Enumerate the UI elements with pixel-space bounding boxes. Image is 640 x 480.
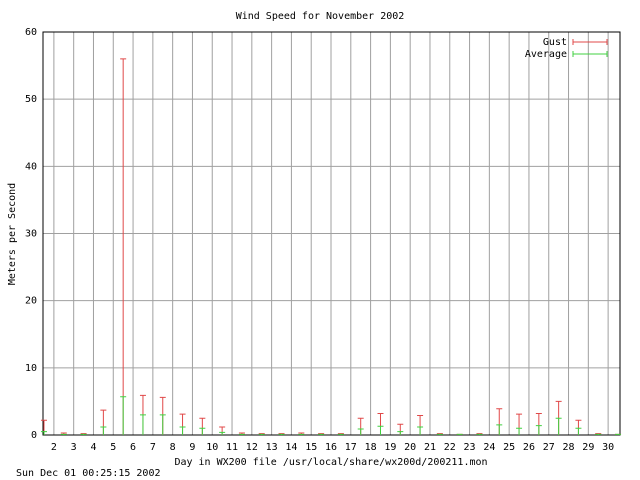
timestamp: Sun Dec 01 00:25:15 2002 bbox=[16, 468, 161, 479]
error-bar bbox=[139, 414, 146, 435]
y-tick-label: 20 bbox=[25, 296, 37, 307]
error-bar bbox=[120, 396, 127, 435]
chart-title: Wind Speed for November 2002 bbox=[236, 11, 405, 22]
x-tick-label: 25 bbox=[503, 442, 515, 453]
x-tick-label: 6 bbox=[130, 442, 136, 453]
y-tick-label: 30 bbox=[25, 229, 37, 240]
error-bar bbox=[476, 433, 483, 435]
error-bar bbox=[179, 426, 186, 435]
error-bar bbox=[60, 433, 67, 435]
error-bar bbox=[456, 433, 463, 435]
x-tick-label: 17 bbox=[345, 442, 357, 453]
x-tick-label: 16 bbox=[325, 442, 337, 453]
error-bar bbox=[397, 431, 404, 435]
x-tick-label: 3 bbox=[71, 442, 77, 453]
error-bar bbox=[516, 427, 523, 435]
error-bar bbox=[595, 433, 602, 435]
y-axis-label: Meters per Second bbox=[7, 183, 18, 285]
plot-border bbox=[42, 31, 621, 436]
legend-swatch bbox=[572, 39, 608, 45]
x-tick-label: 5 bbox=[110, 442, 116, 453]
x-tick-label: 24 bbox=[483, 442, 495, 453]
x-tick-label: 21 bbox=[424, 442, 436, 453]
x-tick-label: 26 bbox=[523, 442, 535, 453]
y-tick-label: 10 bbox=[25, 363, 37, 374]
legend-label: Average bbox=[525, 49, 567, 60]
x-tick-label: 12 bbox=[246, 442, 258, 453]
error-bar bbox=[417, 426, 424, 435]
error-bar bbox=[100, 426, 107, 435]
x-tick-label: 19 bbox=[384, 442, 396, 453]
x-tick-label: 2 bbox=[51, 442, 57, 453]
x-tick-label: 29 bbox=[582, 442, 594, 453]
legend-swatch bbox=[572, 51, 608, 57]
x-tick-label: 9 bbox=[189, 442, 195, 453]
legend-label: Gust bbox=[543, 37, 567, 48]
error-bar bbox=[337, 433, 344, 435]
error-bar bbox=[80, 433, 87, 435]
error-bar bbox=[357, 428, 364, 435]
x-tick-label: 20 bbox=[404, 442, 416, 453]
y-tick-label: 40 bbox=[25, 161, 37, 172]
x-tick-label: 13 bbox=[266, 442, 278, 453]
error-bar bbox=[219, 431, 226, 435]
error-bar bbox=[278, 433, 285, 435]
error-bar bbox=[120, 58, 127, 435]
error-bar bbox=[436, 433, 443, 435]
error-bar bbox=[575, 427, 582, 435]
x-tick-label: 15 bbox=[305, 442, 317, 453]
error-bar bbox=[258, 433, 265, 435]
y-tick-label: 0 bbox=[31, 430, 37, 441]
x-tick-label: 22 bbox=[444, 442, 456, 453]
error-bar bbox=[199, 427, 206, 435]
x-tick-label: 30 bbox=[602, 442, 614, 453]
error-bar bbox=[496, 424, 503, 435]
error-bar bbox=[159, 414, 166, 435]
x-tick-label: 11 bbox=[226, 442, 238, 453]
error-bar bbox=[298, 433, 305, 435]
error-bar bbox=[615, 433, 622, 435]
error-bar bbox=[377, 425, 384, 435]
x-tick-label: 23 bbox=[464, 442, 476, 453]
error-bar bbox=[40, 431, 47, 435]
x-tick-label: 28 bbox=[563, 442, 575, 453]
y-tick-label: 60 bbox=[25, 27, 37, 38]
x-axis-label: Day in WX200 file /usr/local/share/wx200… bbox=[174, 457, 487, 468]
y-tick-label: 50 bbox=[25, 94, 37, 105]
error-bar bbox=[535, 425, 542, 435]
x-tick-label: 18 bbox=[365, 442, 377, 453]
error-bar bbox=[555, 417, 562, 435]
x-tick-label: 10 bbox=[206, 442, 218, 453]
x-tick-label: 8 bbox=[170, 442, 176, 453]
x-tick-label: 27 bbox=[543, 442, 555, 453]
error-bar bbox=[318, 433, 325, 435]
error-bar bbox=[238, 433, 245, 435]
x-tick-label: 14 bbox=[285, 442, 297, 453]
x-tick-label: 4 bbox=[90, 442, 96, 453]
x-tick-label: 7 bbox=[150, 442, 156, 453]
